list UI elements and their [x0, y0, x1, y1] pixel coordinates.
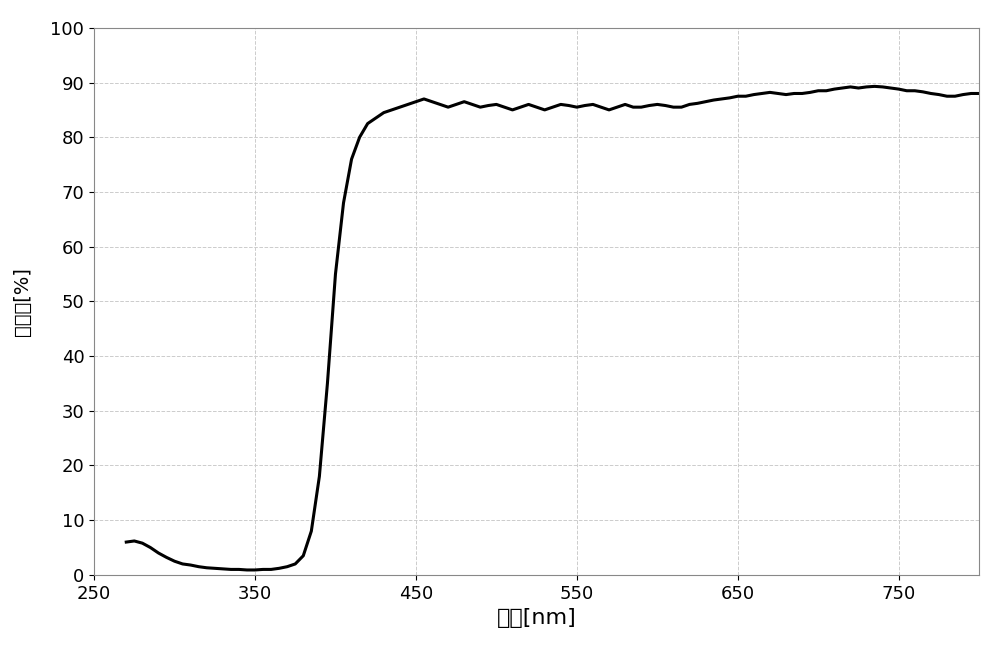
- X-axis label: 波長[nm]: 波長[nm]: [497, 608, 576, 628]
- Y-axis label: 透射率[%]: 透射率[%]: [13, 267, 32, 336]
